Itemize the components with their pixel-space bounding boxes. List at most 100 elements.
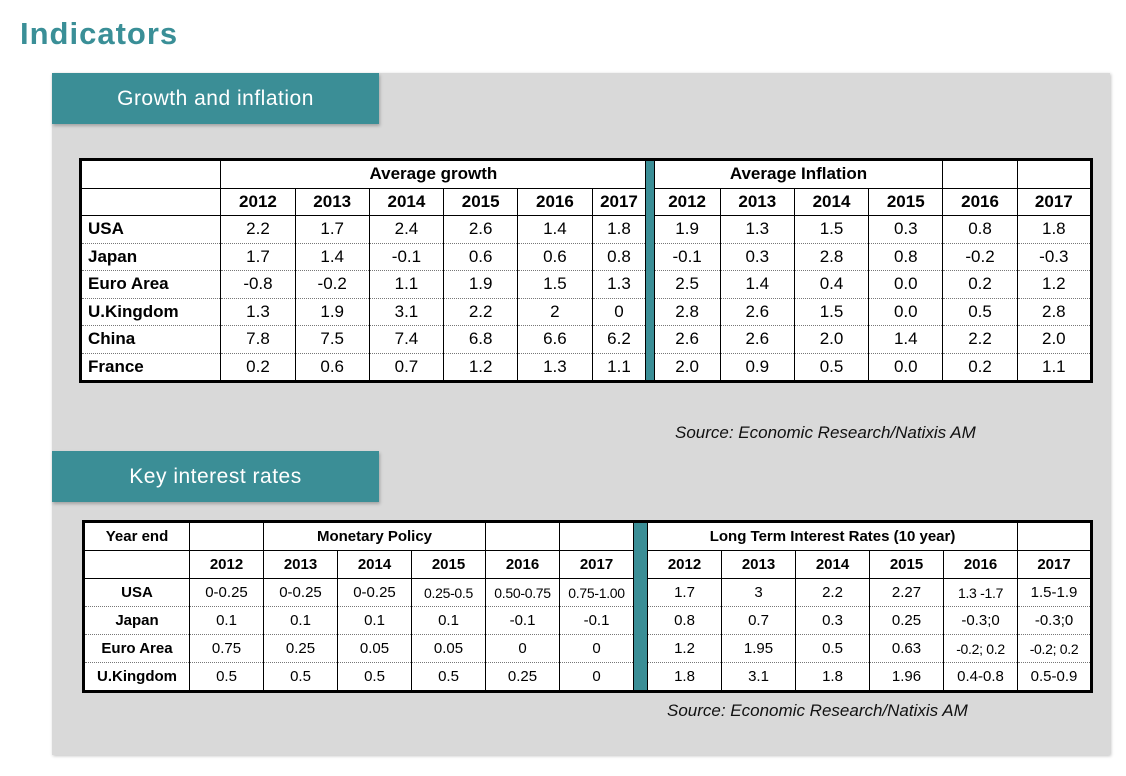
long-term-rate-value: 0.5-0.9 xyxy=(1017,662,1093,692)
monetary-policy-value: 0.75 xyxy=(189,634,264,663)
growth-value: 0.7 xyxy=(369,353,445,382)
inflation-header: Average Inflation xyxy=(654,159,944,189)
country-label: Japan xyxy=(80,243,222,271)
inflation-value: 0.0 xyxy=(868,298,944,326)
growth-value: 2 xyxy=(517,298,593,326)
growth-value: 0.6 xyxy=(443,243,519,271)
country-label: Euro Area xyxy=(83,634,190,663)
inflation-value: 1.9 xyxy=(654,215,721,244)
growth-year-2017: 2017 xyxy=(592,188,647,216)
growth-value: 6.8 xyxy=(443,325,519,354)
country-label: USA xyxy=(80,215,222,244)
growth-value: 7.8 xyxy=(220,325,296,354)
inflation-value: 0.5 xyxy=(794,353,870,382)
monetary-policy-value: 0 xyxy=(485,634,561,663)
inflation-value: 1.5 xyxy=(794,215,870,244)
growth-value: 7.4 xyxy=(369,325,445,354)
growth-value: 2.2 xyxy=(443,298,519,326)
long-term-rate-value: 3.1 xyxy=(721,662,797,692)
monetary-policy-value: 0.1 xyxy=(189,606,264,635)
inflation-year-2017: 2017 xyxy=(1017,188,1093,216)
inflation-value: 0.3 xyxy=(868,215,944,244)
growth-value: 0.8 xyxy=(592,243,647,271)
inflation-year-2016: 2016 xyxy=(942,188,1018,216)
growth-year-2014: 2014 xyxy=(369,188,445,216)
inflation-value: 1.5 xyxy=(794,298,870,326)
long-term-rate-value: 1.95 xyxy=(721,634,797,663)
inflation-value: 2.5 xyxy=(654,270,721,299)
growth-value: -0.2 xyxy=(295,270,370,299)
year-end-label: Year end xyxy=(83,521,190,551)
interest-rates-tab: Key interest rates xyxy=(52,451,379,502)
long-term-rate-value: -0.2; 0.2 xyxy=(1017,634,1093,663)
long-term-rate-value: 1.8 xyxy=(647,662,723,692)
inflation-value: -0.1 xyxy=(654,243,721,271)
source-note-rates: Source: Economic Research/Natixis AM xyxy=(667,701,968,720)
growth-value: 3.1 xyxy=(369,298,445,326)
table-row: China 7.8 7.5 7.4 6.8 6.6 6.2 2.6 2.6 2.0 1.4 2.2 2.… xyxy=(80,325,1093,354)
long-term-rate-value: 0.3 xyxy=(795,606,871,635)
table-row: France 0.2 0.6 0.7 1.2 1.3 1.1 2.0 0.9 0.5 0.0 0.2 1… xyxy=(80,353,1093,382)
inflation-value: 1.1 xyxy=(1017,353,1093,382)
country-label: U.Kingdom xyxy=(83,662,190,692)
long-term-year-2016: 2016 xyxy=(943,550,1019,579)
corner-cell xyxy=(83,550,190,579)
monetary-policy-value: -0.1 xyxy=(485,606,561,635)
inflation-year-2015: 2015 xyxy=(868,188,944,216)
growth-value: 0.6 xyxy=(295,353,370,382)
growth-value: 1.2 xyxy=(443,353,519,382)
long-term-rate-value: 0.4-0.8 xyxy=(943,662,1019,692)
long-term-rate-value: -0.3;0 xyxy=(943,606,1019,635)
monetary-year-2015: 2015 xyxy=(411,550,487,579)
empty-header-cell xyxy=(485,521,561,551)
growth-value: 1.3 xyxy=(220,298,296,326)
long-term-rate-value: 0.63 xyxy=(869,634,945,663)
monetary-policy-value: 0.5 xyxy=(189,662,264,692)
growth-year-2012: 2012 xyxy=(220,188,296,216)
country-label: France xyxy=(80,353,222,382)
table-row: U.Kingdom 1.3 1.9 3.1 2.2 2 0 2.8 2.6 1.5 0.0 0.5 2.… xyxy=(80,298,1093,326)
growth-value: 1.1 xyxy=(592,353,647,382)
monetary-policy-value: 0.05 xyxy=(411,634,487,663)
monetary-policy-value: 0.5 xyxy=(263,662,338,692)
growth-value: 1.5 xyxy=(517,270,593,299)
empty-header-cell xyxy=(189,521,264,551)
long-term-rate-value: -0.3;0 xyxy=(1017,606,1093,635)
growth-value: 7.5 xyxy=(295,325,370,354)
inflation-year-2014: 2014 xyxy=(794,188,870,216)
monetary-policy-value: -0.1 xyxy=(559,606,635,635)
growth-value: 0.2 xyxy=(220,353,296,382)
inflation-value: 2.8 xyxy=(654,298,721,326)
inflation-value: 2.0 xyxy=(654,353,721,382)
long-term-rate-value: 0.5 xyxy=(795,634,871,663)
growth-value: -0.1 xyxy=(369,243,445,271)
inflation-value: 2.6 xyxy=(720,298,795,326)
growth-value: 1.7 xyxy=(295,215,370,244)
long-term-year-2014: 2014 xyxy=(795,550,871,579)
monetary-policy-value: 0.25 xyxy=(263,634,338,663)
long-term-rates-header: Long Term Interest Rates (10 year) xyxy=(647,521,1019,551)
growth-value: 2.6 xyxy=(443,215,519,244)
inflation-value: 0.0 xyxy=(868,353,944,382)
inflation-value: 0.0 xyxy=(868,270,944,299)
long-term-rate-value: 1.96 xyxy=(869,662,945,692)
column-divider xyxy=(633,521,649,692)
table-row: Euro Area -0.8 -0.2 1.1 1.9 1.5 1.3 2.5 1.4 0.4 0.… xyxy=(80,270,1093,299)
table-row: Japan 0.1 0.1 0.1 0.1 -0.1 -0.1 0.8 0.7 0.3 0.25 -0… xyxy=(83,606,1093,635)
inflation-value: 0.8 xyxy=(942,215,1018,244)
growth-inflation-tab: Growth and inflation xyxy=(52,73,379,124)
page-title: Indicators xyxy=(20,16,179,51)
monetary-policy-value: 0.1 xyxy=(263,606,338,635)
growth-value: 1.4 xyxy=(295,243,370,271)
long-term-rate-value: 1.3 -1.7 xyxy=(943,578,1019,607)
long-term-year-2012: 2012 xyxy=(647,550,723,579)
inflation-value: 0.5 xyxy=(942,298,1018,326)
growth-year-2016: 2016 xyxy=(517,188,593,216)
inflation-value: 0.2 xyxy=(942,270,1018,299)
growth-value: 1.7 xyxy=(220,243,296,271)
inflation-value: 1.3 xyxy=(720,215,795,244)
column-divider xyxy=(645,159,655,382)
growth-value: 1.9 xyxy=(295,298,370,326)
growth-value: 1.9 xyxy=(443,270,519,299)
long-term-rate-value: 3 xyxy=(721,578,797,607)
